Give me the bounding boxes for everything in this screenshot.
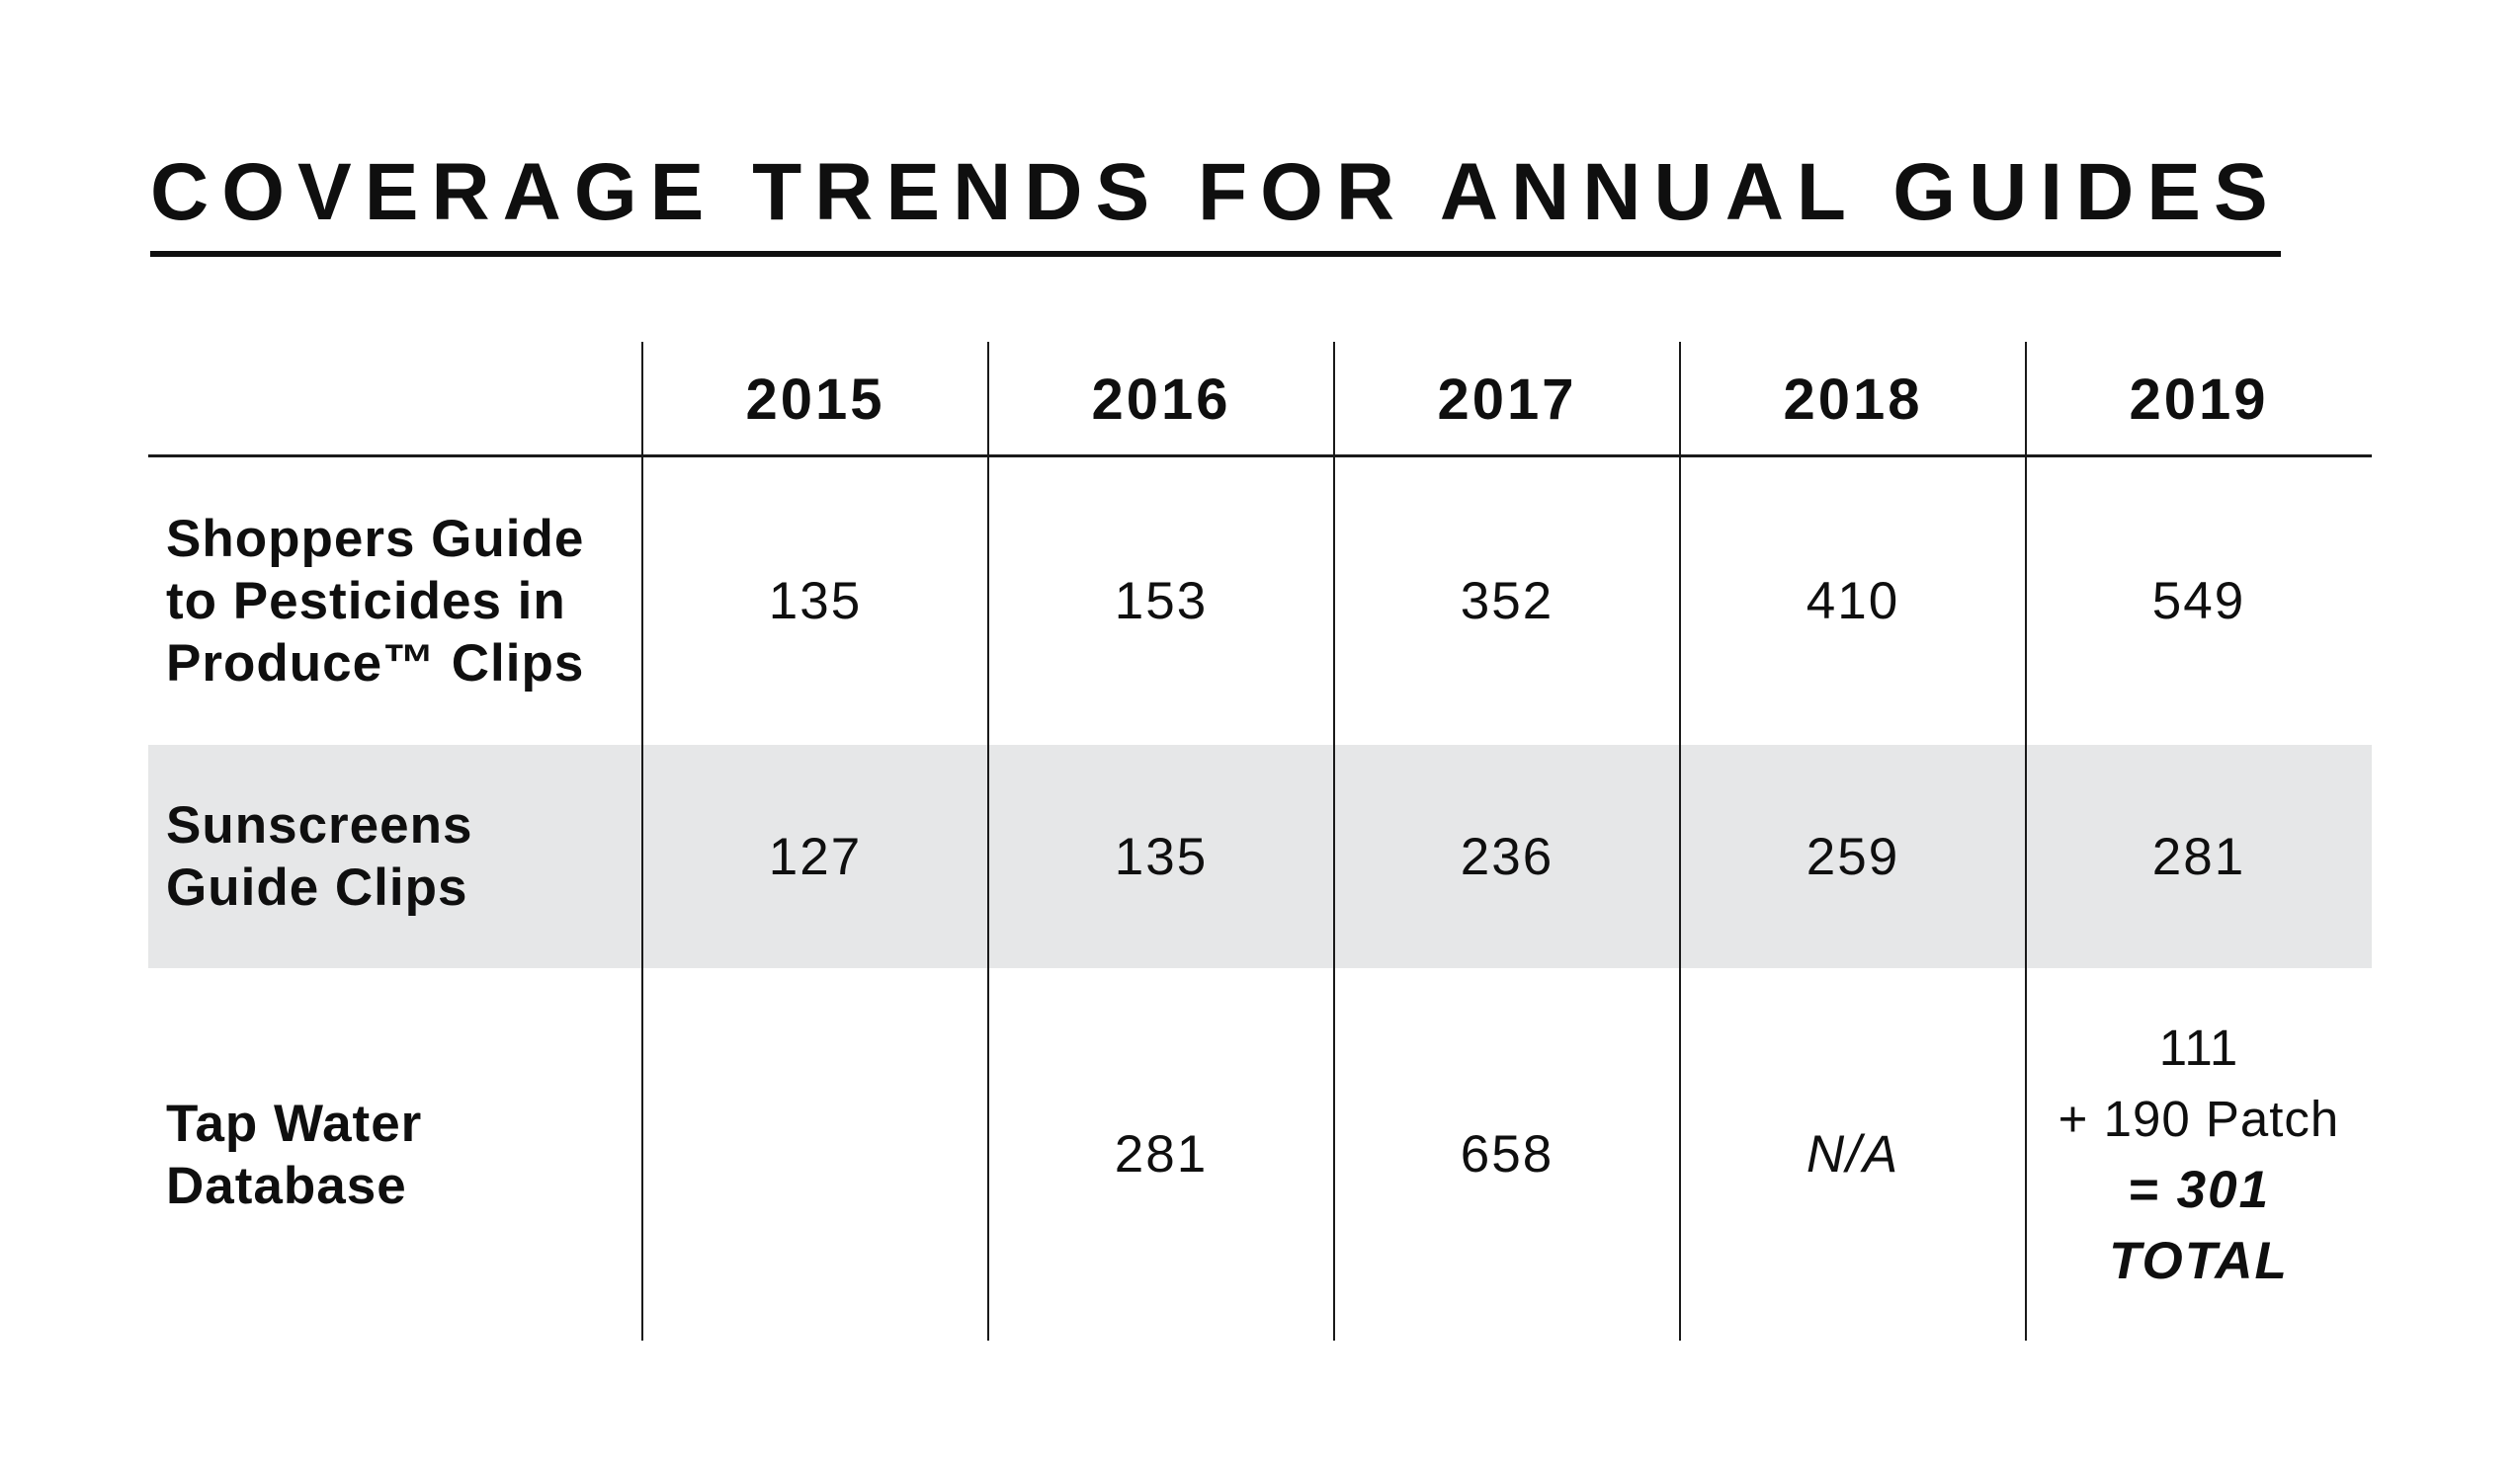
- column-separator: [2025, 342, 2027, 1341]
- value-shoppers-2018: 410: [1806, 571, 1900, 630]
- tapwater-2019-total: = 301: [2127, 1160, 2271, 1219]
- corner-cell: [148, 342, 642, 456]
- column-header-2015: 2015: [745, 367, 885, 432]
- column-header-2018: 2018: [1783, 367, 1923, 432]
- row-label-sunscreens-guide: Sunscreens Guide Clips: [166, 796, 473, 917]
- row-label-tap-water-database: Tap Water Database: [166, 1094, 423, 1215]
- value-shoppers-2017: 352: [1460, 571, 1554, 630]
- header-rule: [148, 454, 2372, 457]
- page-title: COVERAGE TRENDS FOR ANNUAL GUIDES: [150, 146, 2281, 257]
- value-shoppers-2019: 549: [2151, 571, 2246, 630]
- value-sunscreens-2019: 281: [2151, 827, 2246, 886]
- value-shoppers-2015: 135: [768, 571, 863, 630]
- value-tapwater-2017: 658: [1460, 1125, 1554, 1184]
- column-header-2017: 2017: [1437, 367, 1577, 432]
- column-separator: [1333, 342, 1335, 1341]
- row-label-shoppers-guide: Shoppers Guide to Pesticides in Produce™…: [166, 509, 585, 693]
- value-tapwater-2016: 281: [1114, 1125, 1209, 1184]
- column-header-2016: 2016: [1091, 367, 1231, 432]
- value-tapwater-2018-na: N/A: [1806, 1125, 1900, 1184]
- column-header-2019: 2019: [2129, 367, 2269, 432]
- column-separator: [1679, 342, 1681, 1341]
- tapwater-2019-patch: + 190 Patch: [2058, 1090, 2340, 1147]
- value-shoppers-2016: 153: [1114, 571, 1209, 630]
- coverage-table: 2015 2016 2017 2018 2019 Shoppers Guide …: [148, 342, 2372, 1341]
- value-tapwater-2015: [642, 968, 988, 1341]
- tapwater-2019-count: 111: [2158, 1019, 2239, 1076]
- column-separator: [641, 342, 643, 1341]
- highlight-row-band: [148, 745, 2372, 968]
- value-sunscreens-2016: 135: [1114, 827, 1209, 886]
- value-sunscreens-2017: 236: [1460, 827, 1554, 886]
- value-tapwater-2019-breakdown: 111 + 190 Patch = 301 TOTAL: [2026, 968, 2372, 1341]
- value-sunscreens-2018: 259: [1806, 827, 1900, 886]
- table-grid: 2015 2016 2017 2018 2019 Shoppers Guide …: [148, 342, 2372, 1341]
- tapwater-2019-total-label: TOTAL: [2109, 1231, 2289, 1290]
- column-separator: [987, 342, 989, 1341]
- value-sunscreens-2015: 127: [768, 827, 863, 886]
